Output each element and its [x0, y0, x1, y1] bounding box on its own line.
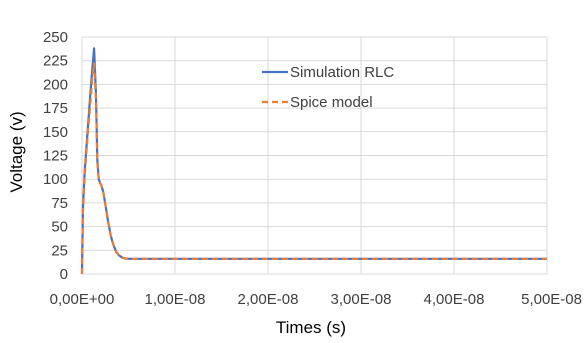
y-tick-label: 0	[60, 266, 68, 283]
y-tick-label: 225	[43, 53, 68, 70]
y-tick-label: 125	[43, 148, 68, 165]
gridlines	[81, 36, 548, 275]
y-tick-label: 25	[51, 242, 68, 259]
x-axis-title: Times (s)	[276, 318, 346, 337]
y-tick-label: 200	[43, 76, 68, 93]
x-tick-label: 4,00E-08	[424, 291, 485, 308]
x-tick-labels: 0,00E+00 1,00E-08 2,00E-08 3,00E-08 4,00E-08…	[50, 291, 582, 308]
legend: Simulation RLC Spice model	[262, 64, 394, 111]
y-tick-label: 150	[43, 124, 68, 141]
series-line-2	[80, 62, 547, 275]
y-axis-title: Voltage (v)	[7, 111, 26, 192]
legend-label-1: Simulation RLC	[290, 64, 394, 81]
y-tick-label: 100	[43, 171, 68, 188]
x-tick-label: 5,00E-08	[521, 291, 582, 308]
y-tick-label: 75	[51, 195, 68, 212]
x-tick-label: 1,00E-08	[145, 291, 206, 308]
x-tick-label: 3,00E-08	[331, 291, 392, 308]
y-tick-label: 250	[43, 29, 68, 46]
y-tick-label: 50	[51, 219, 68, 236]
x-tick-label: 2,00E-08	[238, 291, 299, 308]
series-lines	[80, 47, 547, 275]
legend-label-2: Spice model	[290, 94, 373, 111]
x-tick-label: 0,00E+00	[50, 291, 115, 308]
y-tick-label: 175	[43, 100, 68, 117]
y-tick-labels: 0 25 50 75 100 125 150 175 200 225 250	[43, 29, 68, 283]
